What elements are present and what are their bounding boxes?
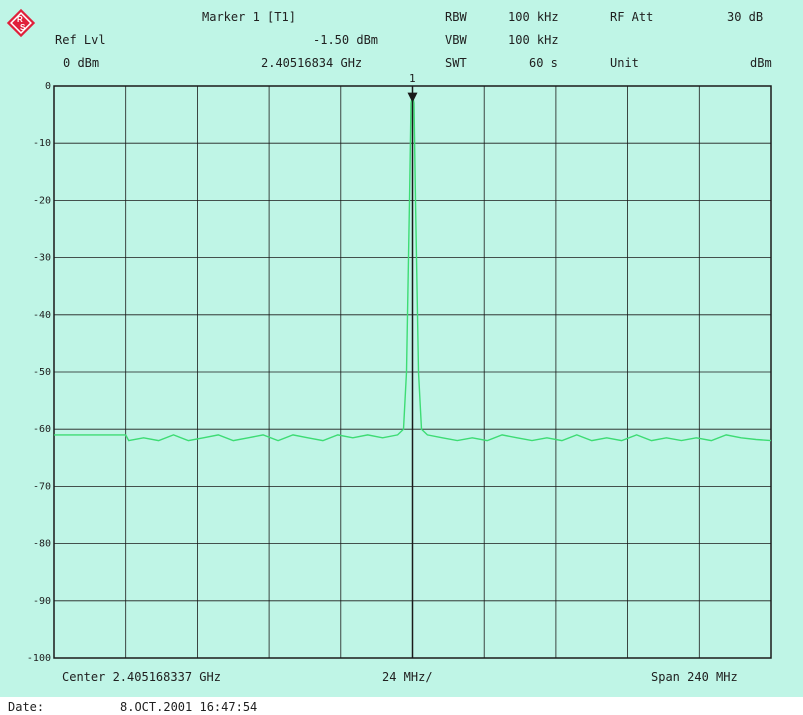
- unit-label: Unit: [610, 56, 639, 70]
- marker-triangle-icon: [407, 92, 418, 103]
- y-tick-label: -90: [33, 596, 51, 607]
- ref-lvl-label: Ref Lvl: [55, 33, 106, 47]
- y-tick-label: -80: [33, 539, 51, 550]
- center-frequency: Center 2.405168337 GHz: [62, 670, 221, 684]
- y-tick-label: -100: [27, 653, 51, 664]
- marker-frequency: 2.40516834 GHz: [261, 56, 363, 70]
- spectrum-trace: [54, 94, 772, 442]
- y-tick-label: -60: [33, 424, 51, 435]
- y-tick-label: 0: [45, 81, 51, 92]
- vbw-value: 100 kHz: [508, 33, 559, 47]
- y-tick-label: -40: [33, 310, 51, 321]
- rf-att-value: 30 dB: [727, 10, 764, 24]
- y-tick-label: -10: [33, 138, 51, 149]
- ref-lvl-value: 0 dBm: [63, 56, 100, 70]
- vbw-label: VBW: [445, 33, 467, 47]
- marker-tag: 1: [409, 72, 416, 85]
- date-label: Date:: [8, 700, 45, 714]
- swt-label: SWT: [445, 56, 467, 70]
- rf-att-label: RF Att: [610, 10, 654, 24]
- svg-text:R: R: [17, 15, 23, 24]
- date-value: 8.OCT.2001 16:47:54: [120, 700, 258, 714]
- analyzer-screen: [0, 0, 803, 697]
- rbw-label: RBW: [445, 10, 467, 24]
- y-tick-label: -50: [33, 367, 51, 378]
- span-value: Span 240 MHz: [651, 670, 738, 684]
- y-axis-ticks: 0 -10 -20 -30 -40 -50 -60 -70 -80 -90 -100: [27, 81, 51, 664]
- y-tick-label: -70: [33, 481, 51, 492]
- y-tick-label: -30: [33, 253, 51, 264]
- marker-level: -1.50 dBm: [313, 33, 379, 47]
- rs-logo-icon: R S: [6, 8, 36, 38]
- frequency-per-division: 24 MHz/: [382, 670, 433, 684]
- spectrum-chart: 0 -10 -20 -30 -40 -50 -60 -70 -80 -90 -100: [27, 81, 772, 664]
- unit-value: dBm: [750, 56, 772, 70]
- y-tick-label: -20: [33, 195, 51, 206]
- rbw-value: 100 kHz: [508, 10, 559, 24]
- marker-title: Marker 1 [T1]: [202, 10, 296, 24]
- swt-value: 60 s: [529, 56, 558, 70]
- svg-text:S: S: [20, 23, 26, 32]
